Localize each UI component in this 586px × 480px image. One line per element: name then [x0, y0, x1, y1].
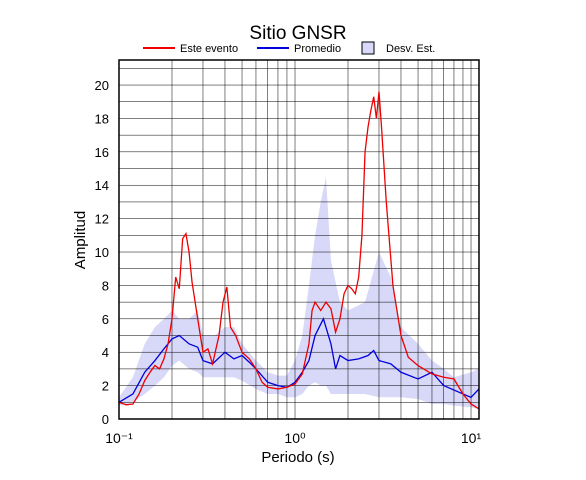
y-tick-label: 10 [95, 245, 109, 260]
y-tick-label: 8 [102, 278, 109, 293]
std-band [119, 176, 479, 409]
y-axis-label: Amplitud [72, 211, 89, 269]
y-tick-label: 14 [95, 178, 109, 193]
legend-label: Este evento [180, 43, 238, 55]
chart-title: Sitio GNSR [249, 23, 346, 44]
series-line [118, 91, 480, 410]
y-tick-label: 12 [95, 212, 109, 227]
x-axis-label: Periodo (s) [261, 449, 334, 466]
x-tick-label: 10⁰ [284, 430, 306, 446]
legend-label: Desv. Est. [386, 43, 435, 55]
plot-frame [118, 59, 480, 420]
legend-swatch [361, 41, 375, 55]
y-tick-label: 6 [102, 312, 109, 327]
y-tick-label: 16 [95, 145, 109, 160]
y-tick-label: 20 [95, 78, 109, 93]
y-tick-label: 0 [102, 412, 109, 427]
y-tick-label: 2 [102, 379, 109, 394]
x-tick-label: 10¹ [461, 430, 482, 446]
y-tick-label: 18 [95, 111, 109, 126]
legend-label: Promedio [294, 43, 341, 55]
x-tick-label: 10⁻¹ [105, 430, 133, 446]
y-tick-label: 4 [102, 345, 109, 360]
series-line [118, 317, 480, 403]
